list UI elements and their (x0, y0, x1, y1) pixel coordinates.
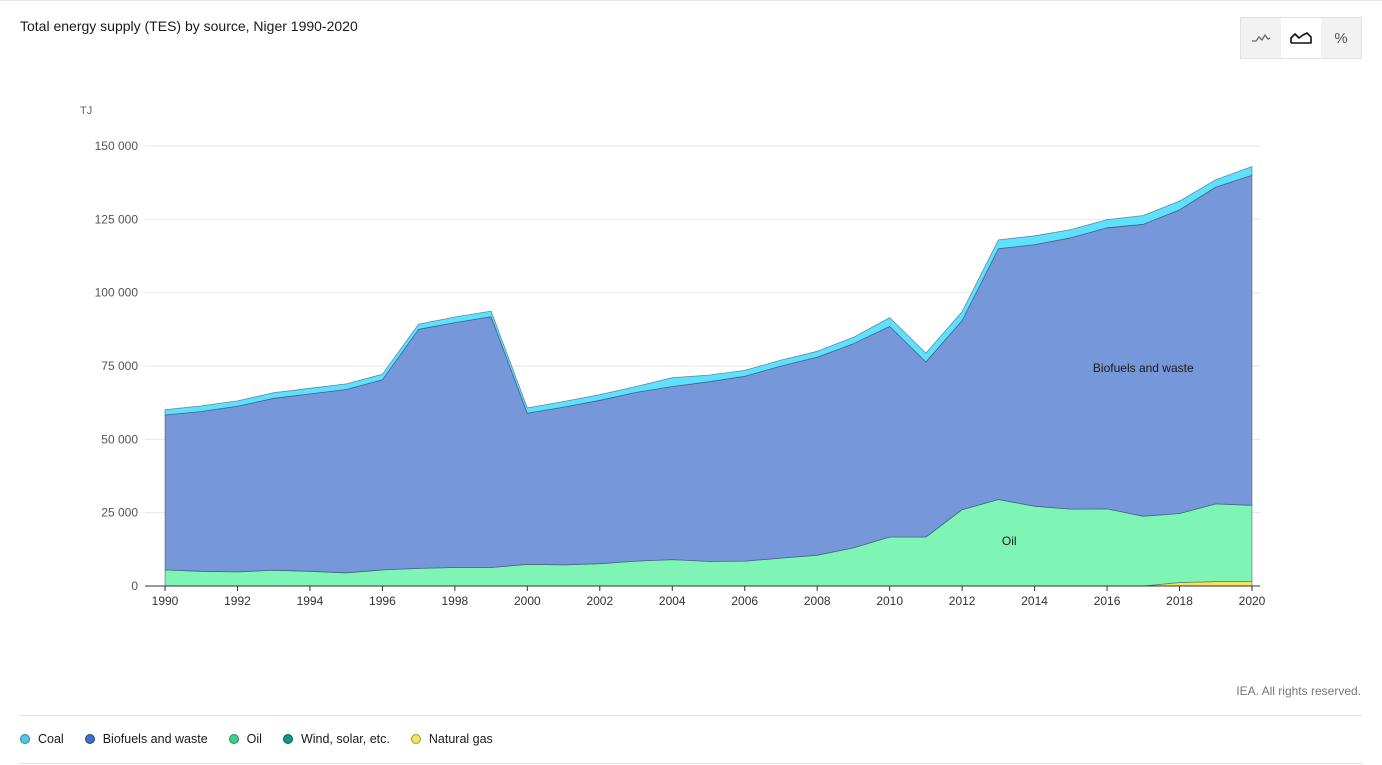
legend-label-coal: Coal (38, 732, 64, 746)
copyright-notice: IEA. All rights reserved. (1236, 684, 1361, 698)
legend-dot-oil (228, 734, 239, 744)
legend-dot-biofuels-and-waste (84, 734, 95, 744)
legend-label-oil: Oil (246, 732, 262, 746)
percent-icon: % (1334, 29, 1348, 47)
chart-title: Total energy supply (TES) by source, Nig… (20, 18, 358, 34)
x-tick-label-1998: 1998 (442, 594, 469, 608)
top-border (0, 0, 1382, 1)
y-tick-label-50000: 50 000 (101, 432, 138, 446)
y-tick-label-0: 0 (131, 579, 138, 593)
legend-label-natural-gas: Natural gas (428, 732, 493, 746)
x-tick-label-2004: 2004 (659, 594, 686, 608)
legend-label-biofuels-and-waste: Biofuels and waste (102, 732, 208, 746)
line-chart-icon (1252, 33, 1271, 42)
legend-dot-natural-gas (410, 734, 421, 744)
legend-item-biofuels-and-waste[interactable]: Biofuels and waste (84, 732, 208, 746)
chart-type-toggle: % (1240, 17, 1362, 59)
area-chart-button[interactable] (1281, 18, 1321, 58)
energy-area-chart: TJ 0 25 000 50 000 75 000 100 000 125 000 150 … (80, 105, 1266, 608)
x-tick-label-1990: 1990 (152, 594, 179, 608)
annotation-biofuels-and-waste: Biofuels and waste (1093, 361, 1194, 375)
x-tick-label-2008: 2008 (804, 594, 831, 608)
percent-button[interactable]: % (1321, 18, 1361, 58)
stacked-areas (164, 166, 1253, 587)
x-tick-label-1992: 1992 (224, 594, 251, 608)
legend-dot-coal (20, 734, 30, 744)
legend-item-coal[interactable]: Coal (20, 732, 64, 746)
area-annotations: Biofuels and waste Oil (1002, 361, 1194, 548)
y-tick-labels: 0 25 000 50 000 75 000 100 000 125 000 150 000 (95, 139, 139, 593)
x-tick-label-2014: 2014 (1021, 594, 1048, 608)
x-tick-label-2012: 2012 (949, 594, 976, 608)
y-tick-label-150000: 150 000 (95, 139, 139, 153)
x-tick-label-2020: 2020 (1239, 594, 1266, 608)
legend-label-wind-solar: Wind, solar, etc. (300, 732, 390, 746)
x-tick-label-1996: 1996 (369, 594, 396, 608)
x-tick-label-2006: 2006 (731, 594, 758, 608)
x-tick-label-1994: 1994 (297, 594, 324, 608)
x-tick-label-2016: 2016 (1094, 594, 1121, 608)
annotation-oil: Oil (1002, 534, 1017, 548)
legend-dot-wind-solar (282, 734, 293, 744)
area-coal (164, 166, 1253, 416)
y-tick-label-75000: 75 000 (101, 359, 138, 373)
y-tick-label-125000: 125 000 (95, 212, 139, 226)
legend-item-oil[interactable]: Oil (228, 732, 262, 746)
legend-item-wind-solar[interactable]: Wind, solar, etc. (282, 732, 390, 746)
legend-bottom-border (20, 763, 1362, 764)
x-tick-label-2002: 2002 (586, 594, 613, 608)
y-tick-label-25000: 25 000 (101, 506, 138, 520)
legend-item-natural-gas[interactable]: Natural gas (410, 732, 493, 746)
line-chart-button[interactable] (1241, 18, 1281, 58)
x-tick-label-2010: 2010 (876, 594, 903, 608)
legend: Coal Biofuels and waste Oil Wind, solar,… (20, 732, 514, 746)
area-chart-icon (1290, 32, 1312, 44)
x-tick-label-2000: 2000 (514, 594, 541, 608)
legend-divider (20, 715, 1362, 716)
x-tick-label-2018: 2018 (1166, 594, 1193, 608)
x-axis: 1990 1992 1994 1996 1998 2000 2002 2004 2006 2008… (145, 585, 1266, 608)
y-tick-label-100000: 100 000 (95, 286, 139, 300)
y-axis-unit-label: TJ (80, 105, 92, 117)
